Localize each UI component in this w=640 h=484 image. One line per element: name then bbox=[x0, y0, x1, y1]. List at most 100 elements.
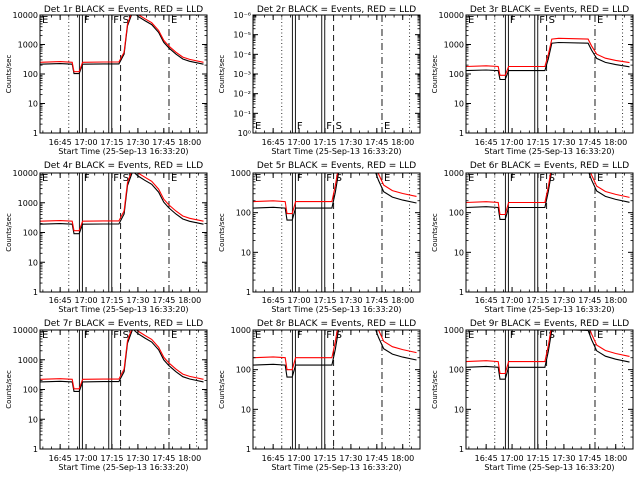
marker-label-f: F bbox=[84, 330, 90, 341]
series-lld bbox=[40, 330, 204, 390]
x-tick-label: 17:00 bbox=[75, 454, 98, 463]
x-tick-label: 17:30 bbox=[126, 138, 149, 147]
marker-label-f: F bbox=[84, 15, 90, 26]
x-axis-label: Start Time (25-Sep-13 16:33:20) bbox=[58, 147, 188, 156]
y-axis-label: Counts/sec bbox=[431, 370, 439, 409]
x-tick-label: 18:00 bbox=[604, 138, 627, 147]
x-tick-label: 17:30 bbox=[339, 296, 362, 305]
y-tick-label: 10 bbox=[241, 405, 251, 414]
y-tick-label: 10⁻² bbox=[233, 90, 251, 99]
x-tick-label: 17:00 bbox=[75, 138, 98, 147]
x-tick-label: 17:00 bbox=[75, 296, 98, 305]
x-tick-label: 16:45 bbox=[262, 296, 285, 305]
y-axis-label: Counts/sec bbox=[218, 370, 226, 409]
marker-label-f: F bbox=[113, 330, 119, 341]
y-tick-label: 100 bbox=[236, 366, 251, 375]
x-tick-label: 17:30 bbox=[552, 138, 575, 147]
marker-label-e: E bbox=[171, 15, 177, 26]
x-tick-label: 17:15 bbox=[100, 454, 123, 463]
y-tick-label: 1000 bbox=[444, 169, 464, 178]
panel-title: Det 2r BLACK = Events, RED = LLD bbox=[257, 5, 416, 15]
x-tick-label: 18:00 bbox=[178, 454, 201, 463]
x-tick-label: 17:30 bbox=[339, 454, 362, 463]
x-tick-label: 17:30 bbox=[339, 138, 362, 147]
x-tick-label: 17:45 bbox=[365, 296, 388, 305]
x-tick-label: 16:45 bbox=[475, 296, 498, 305]
panel-title: Det 5r BLACK = Events, RED = LLD bbox=[257, 161, 416, 171]
y-tick-label: 1000 bbox=[18, 356, 38, 365]
y-tick-label: 10000 bbox=[13, 11, 38, 20]
plot-frame bbox=[252, 329, 421, 450]
marker-label-e: E bbox=[384, 330, 390, 341]
y-tick-label: 1000 bbox=[18, 41, 38, 50]
marker-label-e: E bbox=[42, 15, 48, 26]
series-lld bbox=[40, 15, 204, 73]
panel-title: Det 7r BLACK = Events, RED = LLD bbox=[44, 319, 203, 329]
y-axis-label: Counts/sec bbox=[5, 370, 13, 409]
marker-label-e: E bbox=[255, 330, 261, 341]
marker-label-s: S bbox=[336, 121, 342, 132]
y-axis-label: Counts/sec bbox=[431, 55, 439, 94]
y-tick-label: 100 bbox=[23, 229, 38, 238]
plot-frame bbox=[465, 14, 634, 134]
x-tick-label: 17:00 bbox=[288, 296, 311, 305]
y-tick-label: 1 bbox=[246, 445, 251, 454]
x-tick-label: 18:00 bbox=[178, 138, 201, 147]
marker-label-f: F bbox=[84, 173, 90, 184]
marker-label-e: E bbox=[597, 330, 603, 341]
marker-label-e: E bbox=[171, 330, 177, 341]
marker-label-f: F bbox=[539, 15, 545, 26]
marker-label-e: E bbox=[468, 15, 474, 26]
y-tick-label: 100 bbox=[23, 386, 38, 395]
x-axis-label: Start Time (25-Sep-13 16:33:20) bbox=[58, 305, 188, 314]
series-lld bbox=[253, 173, 417, 215]
marker-label-f: F bbox=[113, 173, 119, 184]
y-tick-label: 10000 bbox=[13, 169, 38, 178]
marker-label-f: F bbox=[539, 173, 545, 184]
x-tick-label: 16:45 bbox=[475, 454, 498, 463]
marker-label-e: E bbox=[597, 15, 603, 26]
x-tick-label: 17:15 bbox=[526, 138, 549, 147]
panel-title: Det 6r BLACK = Events, RED = LLD bbox=[470, 161, 629, 171]
x-tick-label: 17:00 bbox=[288, 454, 311, 463]
y-tick-label: 100 bbox=[449, 366, 464, 375]
y-tick-label: 1 bbox=[459, 445, 464, 454]
marker-label-s: S bbox=[123, 15, 129, 26]
marker-label-e: E bbox=[468, 330, 474, 341]
panel-title: Det 3r BLACK = Events, RED = LLD bbox=[470, 5, 629, 15]
y-tick-label: 1000 bbox=[231, 169, 251, 178]
x-axis-label: Start Time (25-Sep-13 16:33:20) bbox=[58, 463, 188, 472]
marker-label-e: E bbox=[42, 173, 48, 184]
panel-title: Det 8r BLACK = Events, RED = LLD bbox=[257, 319, 416, 329]
x-tick-label: 17:15 bbox=[526, 296, 549, 305]
series-events bbox=[40, 15, 204, 75]
x-tick-label: 17:15 bbox=[526, 454, 549, 463]
marker-label-f: F bbox=[297, 330, 303, 341]
marker-label-s: S bbox=[123, 173, 129, 184]
y-tick-label: 1 bbox=[459, 129, 464, 138]
x-tick-label: 17:45 bbox=[152, 296, 175, 305]
y-axis-label: Counts/sec bbox=[218, 213, 226, 252]
marker-label-f: F bbox=[297, 121, 303, 132]
y-tick-label: 100 bbox=[23, 70, 38, 79]
series-lld bbox=[466, 173, 630, 216]
x-tick-label: 18:00 bbox=[604, 454, 627, 463]
marker-label-s: S bbox=[336, 173, 342, 184]
y-tick-label: 1 bbox=[459, 288, 464, 297]
x-tick-label: 17:45 bbox=[578, 138, 601, 147]
y-tick-label: 10 bbox=[28, 415, 38, 424]
y-tick-label: 10 bbox=[241, 248, 251, 257]
x-tick-label: 18:00 bbox=[391, 454, 414, 463]
y-tick-label: 10 bbox=[28, 258, 38, 267]
series-lld bbox=[466, 330, 630, 375]
x-axis-label: Start Time (25-Sep-13 16:33:20) bbox=[271, 305, 401, 314]
series-events bbox=[466, 41, 630, 81]
